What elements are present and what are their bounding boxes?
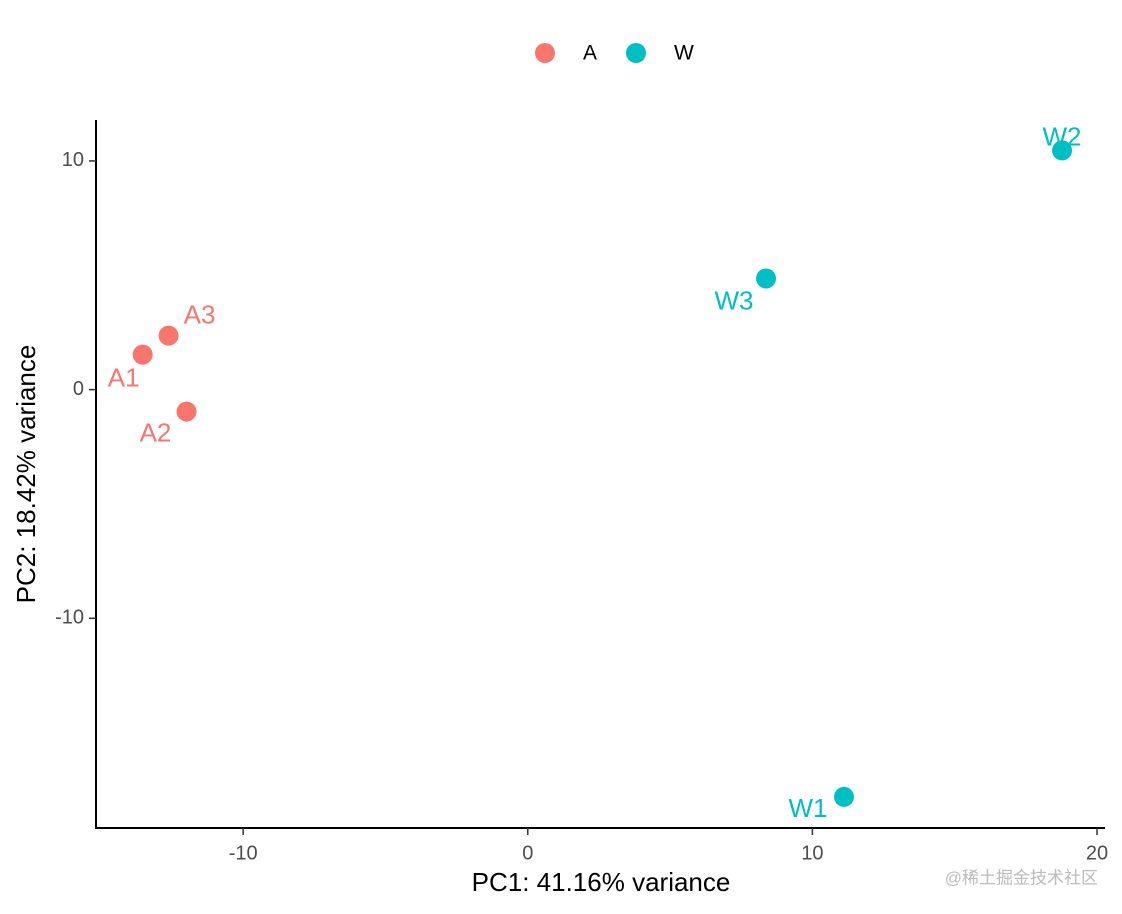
point [833,786,854,807]
point-label: W3 [715,285,754,315]
y-axis-title: PC2: 18.42% variance [11,345,41,604]
x-tick-label: -10 [229,842,258,864]
point [176,401,197,422]
legend-label: A [583,42,597,65]
legend-label: W [674,42,694,65]
point-label: A2 [140,417,172,447]
y-tick-label: 10 [62,149,84,171]
legend-marker [626,43,646,63]
point [158,325,179,346]
point [1052,140,1073,161]
x-tick-label: 0 [522,842,533,864]
y-tick-label: 0 [73,378,84,400]
legend-marker [535,43,555,63]
point [132,344,153,365]
point-label: A3 [184,300,216,330]
point-label: W1 [788,793,827,823]
point-label: W2 [1043,121,1082,151]
x-tick-label: 10 [801,842,823,864]
x-axis-title: PC1: 41.16% variance [472,867,731,897]
x-tick-label: 20 [1086,842,1108,864]
point-label: A1 [108,363,140,393]
point [756,268,777,289]
y-tick-label: -10 [55,607,84,629]
watermark: @稀土掘金技术社区 [945,868,1098,887]
